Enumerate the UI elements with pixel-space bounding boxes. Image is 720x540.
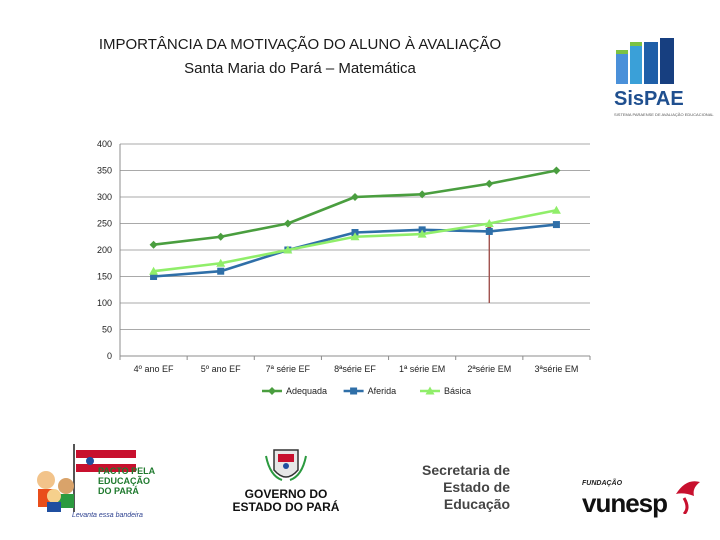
- x-tick-label-6: 3ªsérie EM: [534, 364, 578, 374]
- vunesp-bird-icon: [676, 481, 700, 514]
- y-tick-label-7: 350: [97, 166, 112, 176]
- y-tick-label-1: 50: [102, 325, 112, 335]
- x-tick-label-0: 4º ano EF: [134, 364, 174, 374]
- pacto-flag-kids-icon: [37, 444, 136, 512]
- series-1-point-6: [552, 221, 560, 229]
- series-1-point-1: [217, 267, 225, 275]
- line-chart: 0 50 100 150 200 250 300 350 400 4º ano EF 5º ano …: [97, 139, 591, 396]
- series-2-point-0: [149, 266, 159, 275]
- vunesp-fundacao: FUNDAÇÃO: [582, 480, 623, 487]
- series-0-point-0: [149, 240, 158, 249]
- series-2-point-4: [417, 229, 427, 238]
- series-0-point-1: [216, 232, 225, 241]
- y-tick-label-3: 150: [97, 272, 112, 282]
- sispae-name: SisPAE: [614, 88, 684, 110]
- vunesp-logo: FUNDAÇÃO vunesp: [580, 472, 700, 522]
- legend-swatch-marker-2: [425, 386, 435, 395]
- series-2-point-3: [350, 232, 360, 241]
- series-0-point-3: [351, 193, 359, 201]
- sispae-logo: SisPAE SISTEMA PARAENSE DE AVALIAÇÃO EDU…: [612, 36, 714, 118]
- legend-label-2: Básica: [444, 386, 471, 396]
- y-tick-label-0: 0: [107, 351, 112, 361]
- pacto-text: PACTO PELA EDUCAÇÃO DO PARÁ: [98, 466, 156, 496]
- pacto-logo: PACTO PELA EDUCAÇÃO DO PARÁ Levanta essa…: [32, 436, 162, 526]
- x-tick-label-4: 1ª série EM: [399, 364, 445, 374]
- governo-logo: GOVERNO DO ESTADO DO PARÁ: [226, 446, 346, 526]
- y-tick-label-4: 200: [97, 245, 112, 255]
- series-0-point-2: [283, 219, 292, 228]
- x-tick-label-5: 2ªsérie EM: [467, 364, 511, 374]
- chart-title: IMPORTÂNCIA DA MOTIVAÇÃO DO ALUNO À AVAL…: [98, 36, 502, 53]
- chart-subtitle: Santa Maria do Pará – Matemática: [184, 60, 416, 77]
- series-line-2: [153, 208, 557, 273]
- vunesp-name: vunesp: [582, 488, 668, 518]
- series-0-point-4: [418, 190, 427, 199]
- x-tick-label-2: 7ª série EF: [266, 364, 311, 374]
- series-2-point-5: [484, 219, 494, 227]
- x-tick-label-3: 8ªsérie EF: [334, 364, 376, 374]
- series-2-point-1: [216, 258, 226, 267]
- y-tick-label-2: 100: [97, 298, 112, 308]
- secretaria-logo: Secretaria de Estado de Educação: [422, 462, 510, 512]
- legend-swatch-marker-0: [268, 387, 276, 395]
- legend-swatch-marker-1: [350, 387, 358, 395]
- sispae-tagline: SISTEMA PARAENSE DE AVALIAÇÃO EDUCACIONA…: [614, 112, 714, 117]
- series-2-point-6: [551, 205, 561, 214]
- series-1-point-5: [485, 227, 493, 235]
- series-0-point-5: [485, 179, 494, 188]
- y-tick-label-8: 400: [97, 139, 112, 149]
- legend-label-0: Adequada: [286, 386, 327, 396]
- y-tick-label-5: 250: [97, 219, 112, 229]
- x-tick-label-1: 5º ano EF: [201, 364, 241, 374]
- series-1-point-0: [150, 273, 158, 280]
- legend-label-1: Aferida: [368, 386, 397, 396]
- pacto-slogan: Levanta essa bandeira: [72, 512, 143, 519]
- series-0-point-6: [552, 166, 561, 175]
- series-2-point-2: [283, 245, 293, 254]
- governo-text: GOVERNO DO ESTADO DO PARÁ: [232, 487, 340, 514]
- coat-of-arms-icon: [265, 449, 307, 481]
- y-tick-label-6: 300: [97, 192, 112, 202]
- sispae-building-icon: [616, 38, 674, 84]
